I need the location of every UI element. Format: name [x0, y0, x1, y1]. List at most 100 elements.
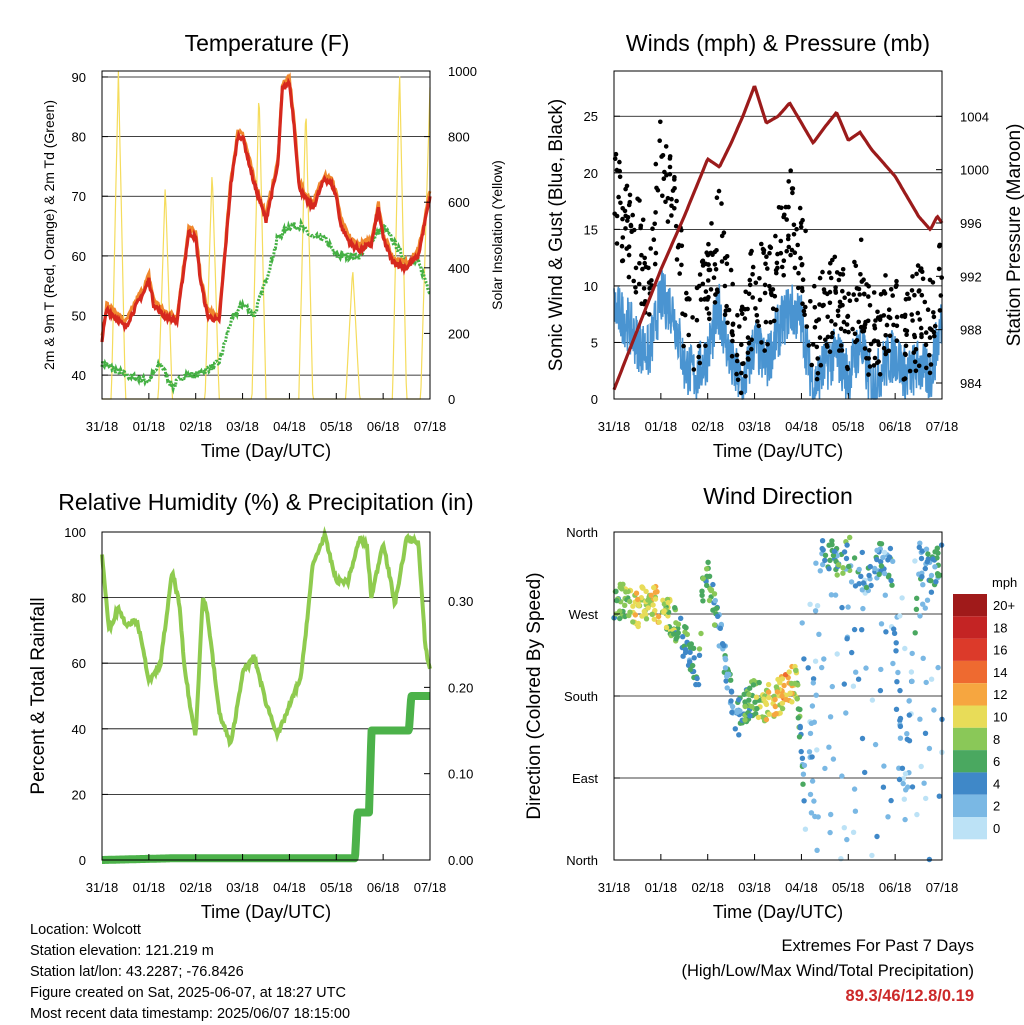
- gust-point: [927, 335, 933, 340]
- gust-point: [735, 377, 741, 383]
- gust-point: [617, 168, 622, 174]
- temperature-plot-frame: [101, 70, 431, 400]
- gust-point: [749, 346, 754, 352]
- gust-point: [890, 293, 895, 298]
- gust-point: [661, 176, 667, 181]
- y-tick-label: East: [572, 771, 598, 786]
- gust-point: [716, 188, 722, 194]
- direction-point: [878, 541, 885, 547]
- gust-point: [861, 277, 866, 283]
- temperature-panel: Temperature (F) 40 50 60 70 80 90 0 200 400 600 80…: [41, 30, 505, 461]
- direction-point: [747, 713, 753, 719]
- direction-point: [766, 711, 772, 717]
- direction-point: [878, 563, 885, 569]
- gust-point: [800, 217, 805, 223]
- gust-point: [854, 297, 859, 303]
- direction-point: [795, 706, 802, 712]
- y2-tick-label: 988: [960, 323, 982, 338]
- gust-point: [917, 288, 922, 293]
- direction-point: [851, 786, 858, 792]
- direction-point: [723, 678, 729, 684]
- winds-plot-frame: [613, 70, 943, 400]
- gust-point: [614, 213, 620, 219]
- y-tick-label: 0: [591, 392, 598, 407]
- gust-point: [798, 224, 804, 230]
- gust-point: [825, 291, 830, 297]
- direction-point: [852, 808, 859, 814]
- direction-point: [651, 584, 657, 591]
- x-tick-label: 06/18: [367, 880, 400, 895]
- gust-point: [696, 354, 701, 360]
- direction-point: [891, 626, 897, 632]
- direction-point: [828, 811, 834, 818]
- direction-point: [807, 791, 814, 798]
- y-tick-label: 70: [72, 189, 86, 204]
- gust-point: [833, 288, 838, 294]
- gust-point: [712, 300, 718, 305]
- direction-point: [887, 545, 894, 552]
- gust-point: [724, 261, 730, 267]
- direction-point: [794, 695, 800, 702]
- gust-point: [867, 303, 873, 308]
- direction-point: [859, 627, 865, 633]
- gust-point: [680, 311, 685, 317]
- gust-point: [864, 282, 869, 287]
- x-tick-label: 01/18: [645, 419, 678, 434]
- direction-point: [687, 666, 694, 673]
- gust-point: [806, 343, 812, 348]
- gust-point: [633, 290, 639, 295]
- direction-point: [928, 676, 935, 682]
- gust-point: [690, 315, 695, 320]
- gust-point: [735, 313, 740, 318]
- gust-point: [923, 330, 929, 335]
- direction-point: [844, 836, 850, 843]
- direction-point: [619, 586, 625, 592]
- direction-point: [916, 544, 922, 550]
- direction-point: [754, 705, 760, 712]
- direction-point: [897, 715, 904, 722]
- y-tick-label: 15: [584, 222, 598, 237]
- gust-point: [919, 332, 924, 337]
- gust-point: [694, 317, 700, 323]
- direction-point: [810, 676, 817, 682]
- y-tick-label: 40: [72, 722, 86, 737]
- gust-point: [871, 339, 877, 344]
- direction-point: [877, 687, 884, 694]
- gust-point: [730, 281, 735, 287]
- gust-point: [639, 252, 644, 258]
- temperature-xlabel: Time (Day/UTC): [201, 441, 331, 461]
- gust-point: [708, 250, 714, 256]
- gust-point: [674, 198, 679, 204]
- direction-point: [807, 601, 813, 607]
- gust-point: [638, 225, 643, 231]
- direction-point: [834, 552, 840, 559]
- gust-point: [852, 331, 858, 337]
- direction-point: [912, 630, 918, 636]
- gust-point: [835, 308, 841, 314]
- y-tick-label: 100: [64, 525, 86, 540]
- direction-point: [869, 697, 876, 703]
- gust-point: [778, 250, 784, 256]
- direction-point: [742, 703, 748, 710]
- gust-point: [679, 262, 684, 268]
- direction-point: [827, 714, 834, 720]
- gust-point: [694, 285, 700, 291]
- direction-point: [897, 735, 904, 741]
- elevation-text: Station elevation: 121.219 m: [30, 943, 214, 959]
- gust-point: [714, 287, 720, 293]
- legend-swatch: [953, 616, 987, 639]
- gust-point: [856, 319, 861, 325]
- gust-point: [747, 282, 753, 288]
- gust-point: [768, 245, 774, 251]
- gust-point: [696, 343, 702, 349]
- direction-point: [928, 589, 935, 595]
- direction-point: [635, 596, 641, 603]
- direction-point: [901, 796, 907, 802]
- direction-point: [816, 631, 822, 637]
- gust-point: [788, 168, 793, 173]
- legend-swatch: [953, 727, 987, 751]
- x-tick-label: 06/18: [879, 419, 912, 434]
- direction-point: [834, 572, 840, 578]
- direction-point: [665, 599, 671, 606]
- direction-point: [874, 833, 880, 840]
